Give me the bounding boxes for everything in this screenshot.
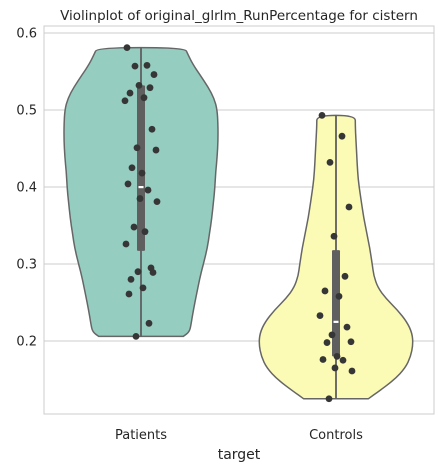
data-point xyxy=(323,339,331,346)
plot-frame xyxy=(43,25,435,415)
data-point xyxy=(144,186,152,194)
data-point xyxy=(136,195,144,202)
data-point xyxy=(134,268,142,276)
chart-title: Violinplot of original_glrlm_RunPercenta… xyxy=(60,8,418,24)
data-point xyxy=(341,272,349,280)
data-point xyxy=(333,353,341,360)
data-point xyxy=(325,395,333,403)
data-point xyxy=(131,62,139,70)
data-point xyxy=(330,232,338,240)
data-point xyxy=(328,331,336,339)
data-point xyxy=(123,44,131,52)
data-point xyxy=(143,61,151,69)
data-point xyxy=(343,323,351,331)
data-point xyxy=(152,146,160,154)
strip-points xyxy=(121,44,356,403)
data-point xyxy=(339,356,347,364)
data-point xyxy=(128,164,136,172)
data-point xyxy=(127,276,135,283)
data-point xyxy=(150,71,158,78)
y-tick-label: 0.5 xyxy=(16,104,37,119)
data-point xyxy=(347,338,355,346)
data-point xyxy=(124,180,132,188)
data-point xyxy=(130,223,138,231)
data-point xyxy=(316,312,324,319)
data-point xyxy=(122,240,130,248)
data-point xyxy=(121,97,129,105)
data-point xyxy=(345,203,353,211)
x-tick-labels: Patients Controls xyxy=(115,428,363,443)
data-point xyxy=(326,158,334,166)
y-tick-label: 0.2 xyxy=(16,335,37,350)
data-point xyxy=(145,319,153,327)
data-point xyxy=(153,198,161,206)
median-marker xyxy=(333,320,339,323)
y-tick-label: 0.6 xyxy=(16,27,37,42)
data-point xyxy=(318,111,326,119)
data-point xyxy=(331,364,339,372)
data-point xyxy=(125,290,133,298)
data-point xyxy=(321,287,329,295)
data-point xyxy=(135,81,143,89)
x-tick-label: Patients xyxy=(115,428,167,443)
iqr-box xyxy=(137,85,145,251)
data-point xyxy=(139,284,147,292)
data-point xyxy=(138,169,146,177)
violins xyxy=(63,46,414,400)
y-tick-labels: 0.2 0.3 0.4 0.5 0.6 xyxy=(16,27,37,350)
data-point xyxy=(338,132,346,140)
data-point xyxy=(133,144,141,152)
data-point xyxy=(132,332,140,340)
data-point xyxy=(141,228,149,236)
x-tick-label: Controls xyxy=(309,428,363,443)
y-tick-label: 0.4 xyxy=(16,181,37,196)
data-point xyxy=(146,84,154,92)
median-marker xyxy=(138,186,144,189)
y-tick-label: 0.3 xyxy=(16,258,37,273)
x-axis-label: target xyxy=(218,447,261,463)
iqr-box xyxy=(332,250,340,357)
data-point xyxy=(149,269,157,276)
data-point xyxy=(140,94,148,102)
data-point xyxy=(348,367,356,375)
data-point xyxy=(148,125,156,133)
data-point xyxy=(319,356,327,363)
data-point xyxy=(126,89,134,97)
data-point xyxy=(335,292,343,300)
